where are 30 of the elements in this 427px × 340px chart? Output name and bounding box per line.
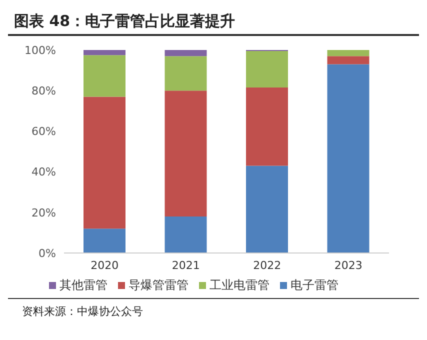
bar — [327, 56, 370, 64]
text: 资料来源：中爆协公众号 — [22, 304, 144, 319]
y-tick-label: 0% — [38, 246, 56, 260]
legend-label: 导爆管雷管 — [128, 278, 188, 292]
bar — [164, 90, 207, 216]
x-tick-label: 2021 — [172, 258, 200, 272]
bar — [327, 64, 370, 253]
bar — [84, 96, 126, 229]
x-tick-label: 2022 — [253, 258, 282, 272]
y-tick-label: 40% — [32, 166, 56, 179]
bar — [84, 50, 126, 56]
y-tick-label: 80% — [32, 84, 56, 98]
bar — [246, 51, 288, 88]
bar — [246, 166, 288, 253]
y-tick-label: 60% — [32, 125, 56, 138]
y-tick-label: 100% — [24, 44, 56, 57]
bar — [164, 216, 207, 253]
y-tick-label: 20% — [32, 206, 56, 220]
bar — [164, 56, 207, 91]
bar — [327, 50, 370, 56]
bar — [84, 228, 126, 253]
bar — [246, 88, 288, 166]
x-tick-label: 2020 — [90, 258, 119, 272]
legend-label: 电子雷管 — [290, 278, 338, 292]
x-tick-label: 2023 — [334, 258, 362, 272]
bar — [164, 50, 207, 56]
bar — [84, 55, 126, 97]
chart-title: 图表 48：电子雷管占比显著提升 — [8, 8, 419, 36]
legend-label: 其他雷管 — [60, 278, 108, 292]
legend-label: 工业电雷管 — [210, 278, 270, 292]
